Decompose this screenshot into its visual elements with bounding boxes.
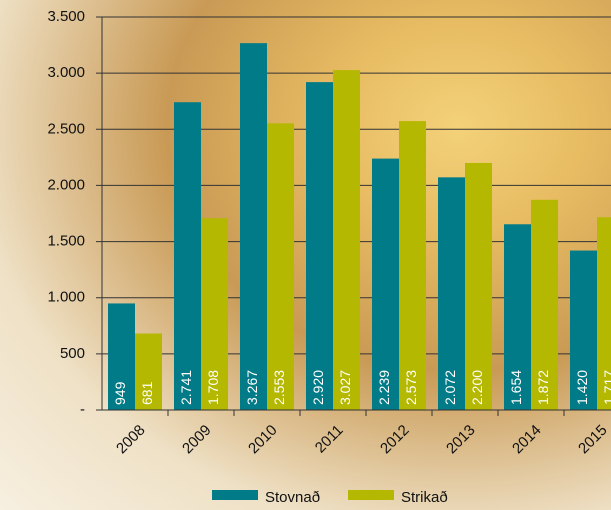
y-tick-label: 3.500 [47, 8, 85, 25]
bar [174, 102, 201, 410]
y-tick-label: - [80, 401, 85, 418]
x-tick-label: 2008 [113, 422, 149, 458]
value-label: 2.553 [271, 370, 287, 405]
y-tick-label: 500 [60, 345, 85, 362]
bar [570, 250, 597, 410]
y-tick-label: 2.500 [47, 120, 85, 137]
y-tick-label: 1.500 [47, 233, 85, 250]
value-label: 2.239 [376, 370, 392, 405]
x-tick-label: 2011 [312, 422, 347, 457]
legend-swatch [212, 490, 258, 500]
bar [306, 82, 333, 410]
value-label: 2.200 [469, 370, 485, 405]
value-label: 1.708 [205, 370, 221, 405]
value-label: 1.872 [535, 370, 551, 405]
legend-label: Strikað [401, 489, 448, 506]
bar [240, 43, 267, 411]
value-label: 2.920 [310, 370, 326, 405]
x-tick-label: 2009 [179, 422, 215, 458]
bar [333, 70, 360, 410]
y-tick-label: 3.000 [47, 64, 85, 81]
value-label: 2.072 [442, 370, 458, 405]
y-tick-label: 2.000 [47, 176, 85, 193]
bar [108, 303, 135, 410]
x-tick-label: 2012 [377, 422, 413, 458]
value-label: 1.654 [508, 370, 524, 405]
bar [267, 123, 294, 411]
value-label: 3.267 [244, 370, 260, 405]
bar [504, 224, 531, 410]
y-tick-label: 1.000 [47, 289, 85, 306]
value-label: 1.717 [601, 370, 611, 405]
bar [597, 217, 611, 410]
value-label: 1.420 [574, 370, 590, 405]
value-label: 2.741 [178, 370, 194, 405]
bar [201, 218, 228, 410]
value-label: 681 [139, 381, 155, 405]
legend-swatch [348, 490, 394, 500]
x-tick-label: 2013 [443, 422, 479, 458]
bar [135, 333, 162, 410]
value-label: 2.573 [403, 370, 419, 405]
value-label: 949 [112, 381, 128, 405]
x-tick-label: 2010 [245, 422, 281, 458]
legend-label: Stovnað [265, 489, 320, 506]
bar [438, 177, 465, 410]
value-label: 3.027 [337, 370, 353, 405]
x-tick-label: 2014 [509, 422, 545, 458]
bar [399, 121, 426, 410]
bar [531, 199, 558, 410]
bar [465, 162, 492, 410]
x-tick-label: 2015 [575, 422, 611, 458]
bar [372, 158, 399, 410]
